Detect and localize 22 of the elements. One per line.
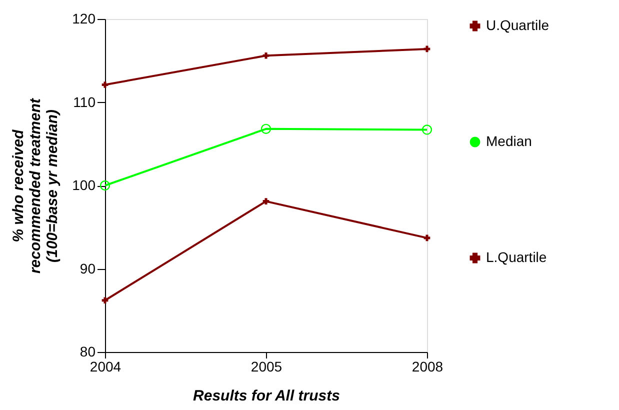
point xyxy=(100,180,110,191)
point xyxy=(424,46,430,52)
point xyxy=(262,52,270,59)
y-tick-label: 80 xyxy=(80,344,96,360)
point xyxy=(102,82,108,88)
x-axis-title: Results for All trusts xyxy=(193,388,340,404)
legend-label: Median xyxy=(486,133,532,149)
y-tick-label: 110 xyxy=(73,94,96,110)
x-tick-label: 2004 xyxy=(90,358,122,374)
y-tick-label: 120 xyxy=(72,10,96,26)
point xyxy=(260,124,272,134)
x-tick-label: 2008 xyxy=(412,358,444,374)
point xyxy=(102,297,108,304)
x-tick-label: 2005 xyxy=(250,358,282,374)
y-axis-title: % who received recommended treatment (100=base yr median) xyxy=(10,97,62,274)
y-tick-label: 90 xyxy=(80,260,96,276)
y-tick-label: 100 xyxy=(72,177,96,193)
legend-label: U.Quartile xyxy=(486,17,550,33)
point xyxy=(262,198,270,204)
legend-label: L.Quartile xyxy=(486,249,547,265)
point xyxy=(424,234,430,242)
point xyxy=(422,124,432,135)
